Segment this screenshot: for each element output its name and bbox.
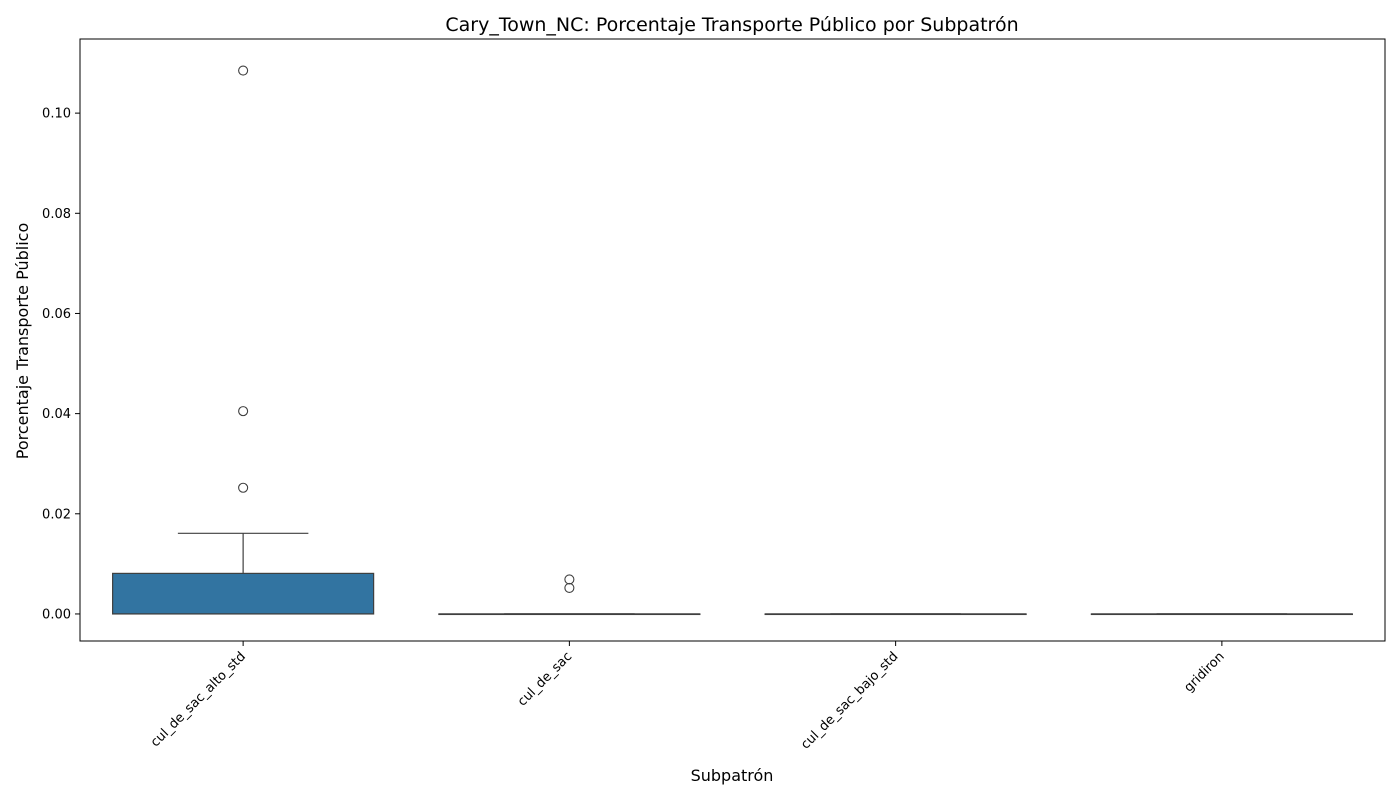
y-tick-label: 0.08 [42,207,71,222]
outlier-point [238,482,249,493]
outlier-point [564,582,575,593]
y-tick-label: 0.04 [42,407,71,422]
x-tick-label: cul_de_sac_alto_std [148,649,249,750]
outlier-point [238,65,249,76]
x-axis-title: Subpatrón [691,766,774,785]
outlier-point [238,406,249,417]
y-tick-label: 0.06 [42,307,71,322]
box [112,572,375,615]
plot-area [112,65,1353,616]
x-axis: cul_de_sac_alto_std cul_de_sac cul_de_sac_… [148,641,1228,752]
chart-title: Cary_Town_NC: Porcentaje Transporte Públ… [445,14,1018,36]
plot-frame [79,38,1386,642]
x-tick-label: gridiron [1182,649,1228,695]
y-tick-label: 0.10 [42,107,71,122]
y-axis: 0.00 0.02 0.04 0.06 0.08 0.10 [42,107,80,622]
x-tick-label: cul_de_sac [515,649,575,709]
y-tick-label: 0.02 [42,507,71,522]
y-axis-title: Porcentaje Transporte Público [13,223,32,459]
x-tick-label: cul_de_sac_bajo_std [798,649,901,752]
outlier-point [564,574,575,585]
y-tick-label: 0.00 [42,607,71,622]
